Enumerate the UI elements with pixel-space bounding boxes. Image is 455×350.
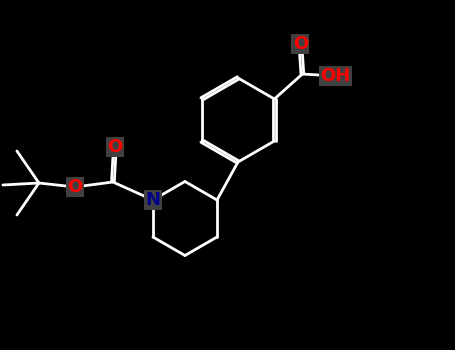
Text: O: O	[107, 138, 122, 156]
Text: OH: OH	[320, 67, 350, 85]
Text: N: N	[146, 191, 161, 209]
Text: O: O	[293, 35, 308, 53]
Text: O: O	[67, 178, 82, 196]
